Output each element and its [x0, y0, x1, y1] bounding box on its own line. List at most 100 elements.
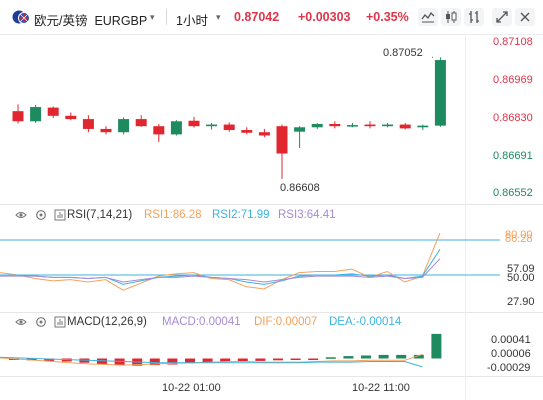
rsi1-line — [0, 232, 441, 291]
time-axis-label: 10-22 01:00 — [162, 382, 221, 394]
rsi-axis-tick: 57.09 — [507, 263, 535, 275]
eye-icon[interactable] — [15, 209, 27, 221]
candle-body[interactable] — [188, 120, 200, 127]
candle-body[interactable] — [364, 124, 376, 127]
rsi-label: RSI(7,14,21) — [67, 209, 133, 221]
candle-body[interactable] — [153, 126, 165, 135]
bar-chart-button[interactable] — [464, 8, 484, 26]
candle-body[interactable] — [118, 119, 130, 133]
macd-histogram-bar — [202, 358, 213, 363]
price-axis-tick: 0.86552 — [493, 187, 533, 199]
close-button[interactable] — [515, 8, 535, 26]
rsi-axis-tick: 27.90 — [507, 296, 535, 308]
caret-down-icon[interactable]: ▾ — [150, 12, 155, 22]
candle-body[interactable] — [346, 125, 358, 127]
time-axis-label: 10-22 11:00 — [352, 382, 410, 394]
macd-histogram-bar — [431, 333, 442, 359]
rsi2-value: RSI2:71.99 — [212, 209, 270, 221]
rsi1-value: RSI1:86.28 — [144, 209, 202, 221]
symbol-code: EURGBP — [94, 14, 148, 28]
macd-histogram-bar — [361, 355, 371, 359]
candle-chart-button[interactable] — [441, 8, 461, 26]
line-chart-button[interactable] — [418, 8, 438, 26]
price-change: +0.00303 — [298, 10, 351, 24]
macd-axis-tick: 0.00041 — [491, 334, 531, 346]
candle-body[interactable] — [434, 60, 446, 126]
price-axis-tick: 0.86969 — [493, 74, 533, 86]
symbol-cn: 欧元/英镑 — [34, 14, 88, 28]
uk-flag-icon — [12, 10, 30, 24]
candle-body[interactable] — [311, 124, 323, 128]
macd-histogram-bar — [325, 357, 336, 359]
macd-label: MACD(12,26,9) — [67, 316, 147, 328]
candle-body[interactable] — [258, 132, 270, 136]
rsi-axis-tick: 80.00 — [505, 229, 533, 241]
bars-icon[interactable] — [54, 209, 66, 221]
candlestick-series — [12, 56, 446, 179]
candle-body[interactable] — [30, 107, 42, 122]
instrument-header: 欧元/英镑 EURGBP ▾ 1小时 ▾ 0.87042 +0.00303 +0… — [0, 0, 543, 35]
candle-body[interactable] — [82, 119, 94, 129]
bar-chart-icon — [469, 11, 479, 23]
dea-value: DEA:-0.00014 — [329, 316, 402, 328]
low-price-marker: 0.86608 — [280, 182, 320, 194]
macd-histogram-bar — [413, 354, 424, 359]
price-axis-tick: 0.86691 — [493, 150, 533, 162]
symbol-name[interactable]: 欧元/英镑 EURGBP — [34, 10, 147, 29]
macd-histogram-bar — [220, 358, 231, 363]
candle-body[interactable] — [276, 126, 288, 154]
rsi-axis-tick: 50.00 — [507, 272, 535, 284]
header-divider — [166, 9, 167, 25]
macd-histogram-bar — [290, 358, 301, 360]
candle-body[interactable] — [12, 111, 24, 122]
candle-body[interactable] — [65, 115, 77, 120]
candle-body[interactable] — [223, 124, 235, 131]
eye-icon[interactable] — [15, 316, 27, 328]
candle-body[interactable] — [382, 124, 394, 127]
candle-body[interactable] — [329, 124, 341, 127]
candle-body[interactable] — [100, 128, 112, 133]
macd-histogram-bar — [343, 356, 354, 359]
expand-icon — [496, 11, 508, 23]
macd-histogram-bar — [237, 358, 248, 362]
candle-body[interactable] — [170, 121, 182, 135]
price-axis-tick: 0.86830 — [493, 112, 533, 124]
candle-body[interactable] — [241, 130, 253, 133]
macd-series — [0, 333, 442, 368]
candle-body[interactable] — [206, 124, 218, 127]
rsi-axis-tick: 86.28 — [505, 233, 533, 245]
macd-histogram-bar — [396, 354, 407, 359]
macd-histogram-bar — [44, 358, 55, 361]
rsi-series — [0, 232, 500, 291]
candle-body[interactable] — [417, 125, 429, 128]
high-price-marker: 0.87052 — [383, 47, 423, 59]
caret-down-icon[interactable]: ▾ — [216, 12, 221, 22]
timeframe-selector[interactable]: 1小时 — [176, 14, 208, 28]
macd-value: MACD:0.00041 — [162, 316, 241, 328]
candle-body[interactable] — [294, 127, 306, 132]
macd-histogram-bar — [167, 358, 178, 365]
line-chart-icon — [421, 11, 435, 23]
candle-body[interactable] — [135, 119, 147, 127]
bars-icon[interactable] — [54, 316, 66, 328]
macd-histogram-bar — [149, 358, 160, 366]
dea-line — [0, 356, 423, 368]
rsi3-value: RSI3:64.41 — [278, 209, 336, 221]
macd-histogram-bar — [185, 358, 195, 364]
macd-histogram-bar — [308, 358, 319, 360]
candle-body[interactable] — [47, 107, 59, 116]
rsi3-line — [0, 258, 441, 283]
macd-histogram-bar — [255, 358, 266, 361]
candle-chart-icon — [446, 11, 457, 23]
close-icon — [520, 12, 530, 22]
dif-line — [0, 353, 423, 366]
candle-body[interactable] — [399, 124, 411, 129]
last-price: 0.87042 — [234, 10, 280, 24]
macd-histogram-bar — [378, 354, 389, 359]
gear-icon[interactable] — [35, 209, 47, 221]
expand-button[interactable] — [492, 8, 512, 26]
macd-histogram-bar — [26, 358, 37, 361]
gear-icon[interactable] — [35, 316, 47, 328]
price-axis-tick: 0.87108 — [493, 36, 533, 48]
